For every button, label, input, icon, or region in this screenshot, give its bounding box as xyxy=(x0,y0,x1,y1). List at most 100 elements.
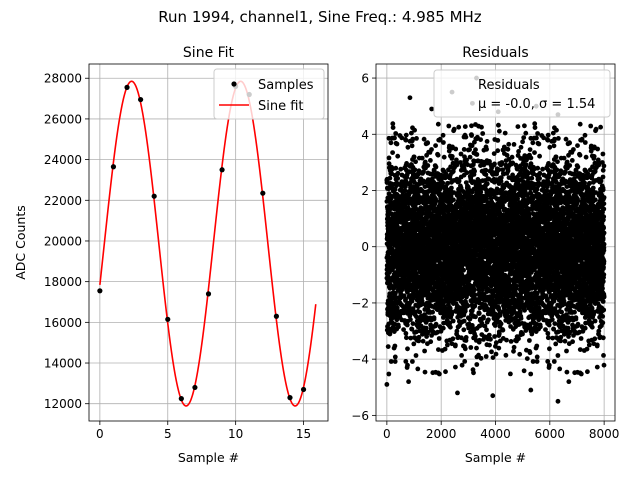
residual-point xyxy=(468,345,474,350)
residual-point xyxy=(387,175,393,181)
residual-point xyxy=(441,154,447,160)
residual-point xyxy=(498,321,504,327)
residual-point xyxy=(453,342,458,348)
residual-point xyxy=(449,185,454,191)
residual-point xyxy=(453,146,459,152)
residual-point xyxy=(390,125,396,130)
residual-point xyxy=(454,157,459,163)
sample-point xyxy=(138,96,144,103)
residual-point xyxy=(421,169,426,175)
plot-area xyxy=(97,80,317,407)
residual-point xyxy=(412,167,418,173)
residual-point xyxy=(422,159,428,165)
residual-point xyxy=(404,161,409,166)
residual-point xyxy=(492,161,497,167)
sample-point xyxy=(300,386,307,393)
residual-point xyxy=(503,352,509,358)
sample-point xyxy=(260,190,266,196)
x-tick-label: 15 xyxy=(296,427,311,441)
residual-point xyxy=(474,152,480,157)
y-tick-label: −2 xyxy=(351,296,369,310)
residual-point xyxy=(398,166,404,172)
residual-point xyxy=(497,128,502,134)
residual-point xyxy=(462,124,468,129)
residual-point xyxy=(476,311,482,316)
residual-point xyxy=(413,353,419,358)
residual-point xyxy=(495,138,501,143)
y-axis-label: ADC Counts xyxy=(13,205,28,280)
residual-point xyxy=(408,317,413,322)
residual-point xyxy=(430,309,435,315)
x-tick-label: 0 xyxy=(96,427,104,441)
residual-point xyxy=(479,124,484,130)
residual-point xyxy=(392,135,397,141)
residual-point xyxy=(440,180,446,186)
residual-point xyxy=(463,335,469,340)
residual-point xyxy=(405,205,411,211)
residual-point xyxy=(504,337,509,343)
residual-point xyxy=(500,327,506,333)
residual-point xyxy=(462,346,468,352)
residual-point xyxy=(405,144,411,150)
y-tick-label: 0 xyxy=(361,240,369,254)
y-tick-label: −4 xyxy=(351,353,369,367)
residual-point xyxy=(473,333,478,339)
residual-point xyxy=(496,122,501,128)
residual-point xyxy=(402,188,408,194)
residual-point xyxy=(403,132,409,138)
residual-point xyxy=(502,130,508,136)
residual-point xyxy=(437,371,442,377)
residual-point xyxy=(431,316,437,322)
residual-point xyxy=(481,314,486,320)
sample-point xyxy=(165,316,171,322)
x-tick-label: 4000 xyxy=(480,427,511,441)
residual-point xyxy=(435,121,441,127)
x-tick-label: 2000 xyxy=(426,427,457,441)
y-tick-label: 20000 xyxy=(44,234,82,248)
residual-point xyxy=(474,362,480,367)
residual-point xyxy=(461,327,467,333)
residual-point xyxy=(508,339,514,344)
residual-point xyxy=(433,321,439,327)
residual-point xyxy=(471,370,476,376)
residual-point xyxy=(429,147,434,152)
residual-point xyxy=(421,136,427,142)
residual-point xyxy=(394,141,400,147)
residual-point xyxy=(433,143,438,149)
axes-frame xyxy=(88,63,329,422)
residual-point xyxy=(511,344,517,350)
residual-point xyxy=(511,142,517,147)
residual-point xyxy=(440,325,446,331)
legend-label: Samples xyxy=(258,78,314,93)
residual-point xyxy=(486,332,492,338)
residual-point xyxy=(399,287,405,293)
residual-point xyxy=(387,331,393,337)
residual-point xyxy=(386,155,392,161)
residual-point xyxy=(484,327,489,333)
residual-point xyxy=(472,292,478,298)
residual-point xyxy=(386,371,392,377)
residual-point xyxy=(436,336,442,341)
x-tick-label: 8000 xyxy=(589,427,620,441)
residual-point xyxy=(499,160,505,165)
residual-point xyxy=(409,143,415,149)
residual-point xyxy=(414,136,419,141)
x-axis-label: Sample # xyxy=(465,450,526,465)
residual-point xyxy=(396,324,401,330)
residual-point xyxy=(428,158,433,163)
sample-point xyxy=(97,288,103,294)
sample-point xyxy=(273,313,279,319)
residual-point xyxy=(461,147,467,152)
sample-point xyxy=(124,84,130,90)
figure-suptitle: Run 1994, channel1, Sine Freq.: 4.985 MH… xyxy=(158,8,482,26)
residual-point xyxy=(413,159,418,165)
y-tick-label: −6 xyxy=(351,409,369,423)
residual-point xyxy=(484,139,490,144)
x-tick-label: 10 xyxy=(228,427,243,441)
y-tick-label: 2 xyxy=(361,184,369,198)
residual-point xyxy=(459,353,464,358)
residual-point xyxy=(395,153,401,159)
residual-point xyxy=(488,336,493,342)
